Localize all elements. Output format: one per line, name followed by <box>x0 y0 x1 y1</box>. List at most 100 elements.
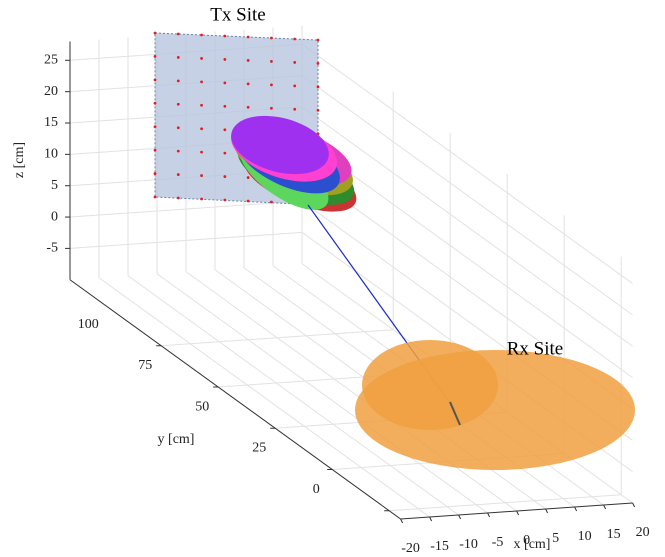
beam-lobes <box>230 115 357 212</box>
element-dot <box>293 107 297 111</box>
element-dot <box>223 81 227 85</box>
element-dot <box>246 35 250 39</box>
x-tick-label: 0 <box>523 533 530 548</box>
x-tick <box>516 510 520 516</box>
grid-line <box>69 200 303 218</box>
y-tick-label: 100 <box>78 317 99 332</box>
element-dot <box>293 61 297 64</box>
z-tick-label: -5 <box>46 241 58 256</box>
y-tick-label: 75 <box>138 358 152 373</box>
x-tick-label: 5 <box>552 531 559 546</box>
x-tick <box>574 506 578 512</box>
element-dot <box>200 174 203 177</box>
element-dot <box>153 31 157 35</box>
y-tick-label: 50 <box>195 399 209 414</box>
element-dot <box>270 106 273 110</box>
element-dot <box>223 128 227 132</box>
z-axis-label: z [cm] <box>12 142 27 178</box>
lobe <box>231 115 329 175</box>
element-dot <box>270 83 273 87</box>
grid-line <box>301 75 633 316</box>
element-dot <box>200 150 203 154</box>
element-dot <box>223 104 227 108</box>
y-tick-label: 0 <box>313 482 320 497</box>
z-tick-label: 5 <box>51 178 58 193</box>
element-dot <box>200 33 203 37</box>
element-dot <box>200 127 203 131</box>
element-dot <box>176 126 180 130</box>
x-tick-label: 10 <box>578 529 592 544</box>
y-axis <box>69 279 401 520</box>
x-tick <box>458 514 462 520</box>
x-tick-label: -10 <box>459 537 478 552</box>
grid-line <box>389 494 622 512</box>
element-dot <box>223 58 227 61</box>
element-dot <box>246 199 250 203</box>
element-dot <box>153 78 157 82</box>
x-tick <box>429 516 433 522</box>
grid-line <box>127 275 459 516</box>
element-dot <box>200 80 203 84</box>
grid-line <box>301 106 633 347</box>
x-tick <box>603 504 607 510</box>
z-tick-label: 0 <box>51 209 58 224</box>
x-tick-label: -20 <box>401 541 420 556</box>
element-dot <box>176 32 180 36</box>
element-dot <box>223 198 227 202</box>
element-dot <box>200 197 203 201</box>
element-dot <box>223 151 227 155</box>
annotation: Rx Site <box>507 338 563 359</box>
element-dot <box>176 79 180 83</box>
grid-line <box>69 231 303 249</box>
element-dot <box>223 175 227 178</box>
annotation: Tx Site <box>210 4 265 25</box>
x-tick <box>400 518 404 524</box>
element-dot <box>176 196 180 200</box>
element-dot <box>293 37 297 41</box>
element-dot <box>176 102 180 106</box>
grid-line <box>98 277 430 518</box>
grid-line <box>301 43 633 284</box>
element-dot <box>246 105 250 109</box>
element-dot <box>153 148 157 152</box>
element-dot <box>153 195 157 199</box>
x-tick <box>545 508 549 514</box>
element-dot <box>176 56 180 59</box>
x-axis-label: x [cm] <box>514 537 551 552</box>
element-dot <box>246 176 250 179</box>
element-dot <box>316 85 320 89</box>
rx-lobe <box>355 350 635 470</box>
x-tick-label: -5 <box>492 535 504 550</box>
element-dot <box>153 125 157 129</box>
element-dot <box>293 84 297 88</box>
element-dot <box>153 101 157 105</box>
x-tick-label: 20 <box>636 525 650 540</box>
element-dot <box>200 57 203 60</box>
element-dot <box>200 103 203 107</box>
y-axis-label: y [cm] <box>158 432 195 447</box>
element-dot <box>176 149 180 153</box>
z-tick-label: 15 <box>44 115 58 130</box>
z-tick-label: 10 <box>44 147 58 162</box>
grid-line <box>185 271 517 512</box>
z-tick-label: 20 <box>44 84 58 99</box>
axes: -20 -15 -10 -5 0 5 10 15 20 0 25 50 75 100 -5 0 5 10 15 20 2… <box>12 41 650 556</box>
x-tick-label: -15 <box>430 539 449 554</box>
element-dot <box>270 200 273 204</box>
element-dot <box>270 36 273 40</box>
element-dot <box>246 59 250 62</box>
y-tick-label: 25 <box>252 441 266 456</box>
element-dot <box>246 82 250 86</box>
rx-array <box>449 401 461 426</box>
rx-pattern <box>355 340 635 470</box>
x-tick-label: 15 <box>607 527 621 542</box>
element-dot <box>176 173 180 176</box>
element-dot <box>270 60 273 63</box>
element-dot <box>153 172 157 175</box>
grid-line <box>161 329 394 347</box>
grid-line <box>156 273 488 514</box>
element-dot <box>316 38 320 42</box>
element-dot <box>316 108 320 112</box>
x-tick <box>487 512 491 518</box>
